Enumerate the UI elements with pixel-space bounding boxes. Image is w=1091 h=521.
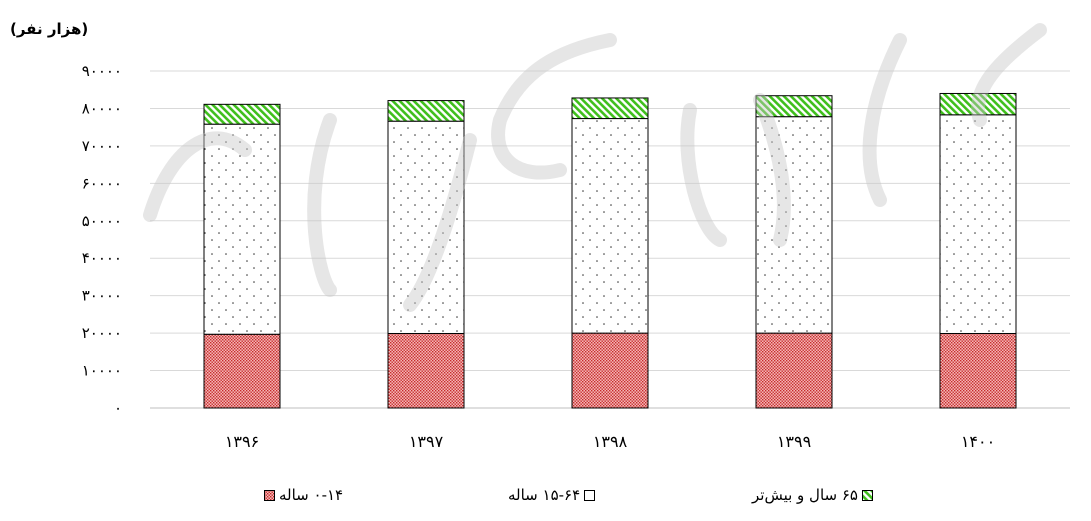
legend-item-15-64: ۱۵-۶۴ ساله bbox=[508, 486, 596, 504]
bar-65-plus bbox=[387, 100, 465, 122]
y-tick-label: ۷۰۰۰۰ bbox=[82, 137, 122, 155]
bar-15-64 bbox=[387, 120, 465, 334]
legend-label-0-14: ۰-۱۴ ساله bbox=[279, 486, 344, 504]
x-axis-ticks: ۱۳۹۶ ۱۳۹۷ ۱۳۹۸ ۱۳۹۹ ۱۴۰۰ bbox=[225, 432, 995, 451]
legend-item-65-plus: ۶۵ سال و بیش‌تر bbox=[752, 486, 873, 504]
legend: ۶۵ سال و بیش‌تر ۱۵-۶۴ ساله ۰-۱۴ ساله bbox=[0, 486, 1091, 516]
bar-65-plus bbox=[571, 97, 649, 120]
legend-label-65-plus: ۶۵ سال و بیش‌تر bbox=[752, 486, 858, 504]
y-tick-label: ۱۰۰۰۰ bbox=[82, 362, 122, 380]
y-tick-label: ۹۰۰۰۰ bbox=[82, 62, 122, 80]
legend-swatch-65-plus bbox=[862, 489, 873, 501]
y-tick-label: ۳۰۰۰۰ bbox=[82, 287, 122, 305]
bars bbox=[203, 92, 1017, 409]
bar-15-64 bbox=[571, 118, 649, 334]
y-axis-ticks: ۰ ۱۰۰۰۰ ۲۰۰۰۰ ۳۰۰۰۰ ۴۰۰۰۰ ۵۰۰۰۰ ۶۰۰۰۰ ۷۰۰۰۰ ۸۰۰۰… bbox=[82, 62, 122, 417]
y-tick-label: ۵۰۰۰۰ bbox=[82, 212, 122, 230]
bar-15-64 bbox=[939, 114, 1017, 334]
x-tick-label: ۱۴۰۰ bbox=[961, 432, 995, 451]
bar-65-plus bbox=[939, 92, 1017, 116]
x-tick-label: ۱۳۹۸ bbox=[593, 432, 628, 451]
x-tick-label: ۱۳۹۷ bbox=[409, 432, 444, 451]
bar-0-14 bbox=[939, 332, 1017, 409]
bar-15-64 bbox=[755, 116, 833, 334]
x-tick-label: ۱۳۹۶ bbox=[225, 432, 259, 451]
bar-0-14 bbox=[387, 332, 465, 409]
bar-0-14 bbox=[755, 332, 833, 409]
y-tick-label: ۶۰۰۰۰ bbox=[82, 174, 122, 192]
y-tick-label: ۴۰۰۰۰ bbox=[82, 249, 122, 267]
y-tick-label: ۸۰۰۰۰ bbox=[82, 99, 122, 117]
y-axis-unit-label: (هزار نفر) bbox=[10, 20, 89, 38]
bar-65-plus bbox=[755, 95, 833, 118]
y-tick-label: ۰ bbox=[114, 399, 122, 417]
legend-swatch-0-14 bbox=[264, 489, 275, 501]
legend-label-15-64: ۱۵-۶۴ ساله bbox=[508, 486, 581, 504]
bar-0-14 bbox=[571, 332, 649, 409]
y-tick-label: ۲۰۰۰۰ bbox=[82, 324, 122, 342]
x-tick-label: ۱۳۹۹ bbox=[777, 432, 811, 451]
legend-item-0-14: ۰-۱۴ ساله bbox=[264, 486, 343, 504]
bar-15-64 bbox=[203, 123, 281, 335]
bar-65-plus bbox=[203, 103, 281, 125]
legend-swatch-15-64 bbox=[584, 489, 596, 501]
